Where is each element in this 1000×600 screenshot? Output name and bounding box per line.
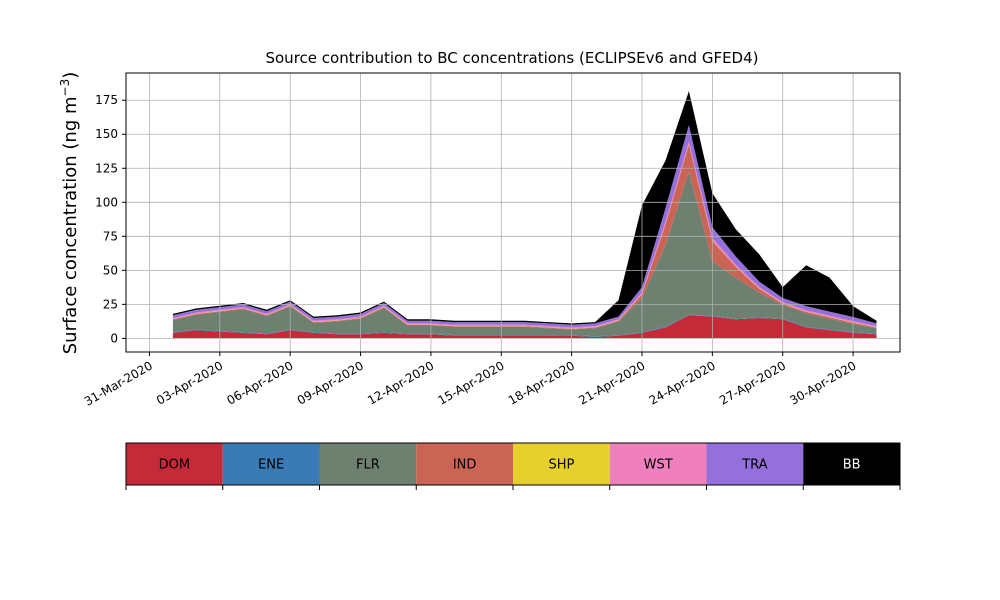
- legend-swatch-shp: [513, 443, 610, 485]
- x-tick-label: 27-Apr-2020: [717, 358, 788, 407]
- x-tick-label: 15-Apr-2020: [436, 358, 507, 407]
- y-tick-label: 175: [95, 93, 118, 107]
- x-tick-label: 06-Apr-2020: [224, 358, 295, 407]
- plot-frame: [125, 72, 901, 353]
- y-tick-label: 75: [103, 229, 118, 243]
- area-series-tra: [172, 125, 877, 328]
- legend-swatch-flr: [319, 443, 417, 485]
- y-axis-label: Surface concentration (ng m−3): [58, 72, 81, 355]
- area-series-flr: [172, 171, 877, 337]
- legend-label: BB: [843, 458, 861, 473]
- legend-colorbar: DOM ENE FLR IND SHP WST TRA BB: [125, 442, 901, 490]
- legend-swatch-ind: [416, 443, 513, 485]
- x-tick-label: 24-Apr-2020: [647, 358, 718, 407]
- y-axis-label-superscript: −3: [58, 79, 72, 97]
- y-tick-label: 0: [110, 331, 118, 345]
- plot-area: 0 25 50 75 100 125 150 175 31-Mar-2020 03-Apr-202…: [82, 72, 901, 409]
- legend-label: TRA: [741, 458, 767, 473]
- legend-swatch-tra: [706, 443, 804, 485]
- x-tick-label: 21-Apr-2020: [576, 358, 647, 407]
- y-tick-label: 100: [95, 195, 118, 209]
- legend-label: WST: [644, 458, 673, 473]
- y-tick-label: 25: [103, 297, 118, 311]
- legend-swatch-ene: [222, 443, 320, 485]
- x-tick-label: 03-Apr-2020: [154, 358, 225, 407]
- x-tick-label: 09-Apr-2020: [295, 358, 366, 407]
- legend-swatch-dom: [126, 443, 223, 485]
- area-series-bb: [172, 91, 877, 325]
- legend-label: ENE: [258, 458, 284, 473]
- x-tick-label: 12-Apr-2020: [365, 358, 436, 407]
- x-tick-label: 18-Apr-2020: [506, 358, 577, 407]
- y-tick-label: 125: [95, 161, 118, 175]
- legend-swatch-wst: [609, 443, 707, 485]
- y-axis-label-suffix: ): [60, 72, 81, 79]
- y-tick-label: 50: [103, 263, 118, 277]
- x-tick-label: 30-Apr-2020: [787, 358, 858, 407]
- x-tick-label: 31-Mar-2020: [82, 358, 155, 408]
- legend-swatch-bb: [803, 443, 900, 485]
- legend-label: IND: [453, 458, 477, 473]
- y-axis-label-main: Surface concentration (ng m: [60, 96, 81, 354]
- y-tick-label: 150: [95, 127, 118, 141]
- legend-label: SHP: [548, 458, 574, 473]
- legend-label: FLR: [356, 458, 380, 473]
- chart-title: Source contribution to BC concentrations…: [265, 49, 758, 67]
- legend-label: DOM: [159, 458, 190, 473]
- area-series-dom: [172, 315, 877, 339]
